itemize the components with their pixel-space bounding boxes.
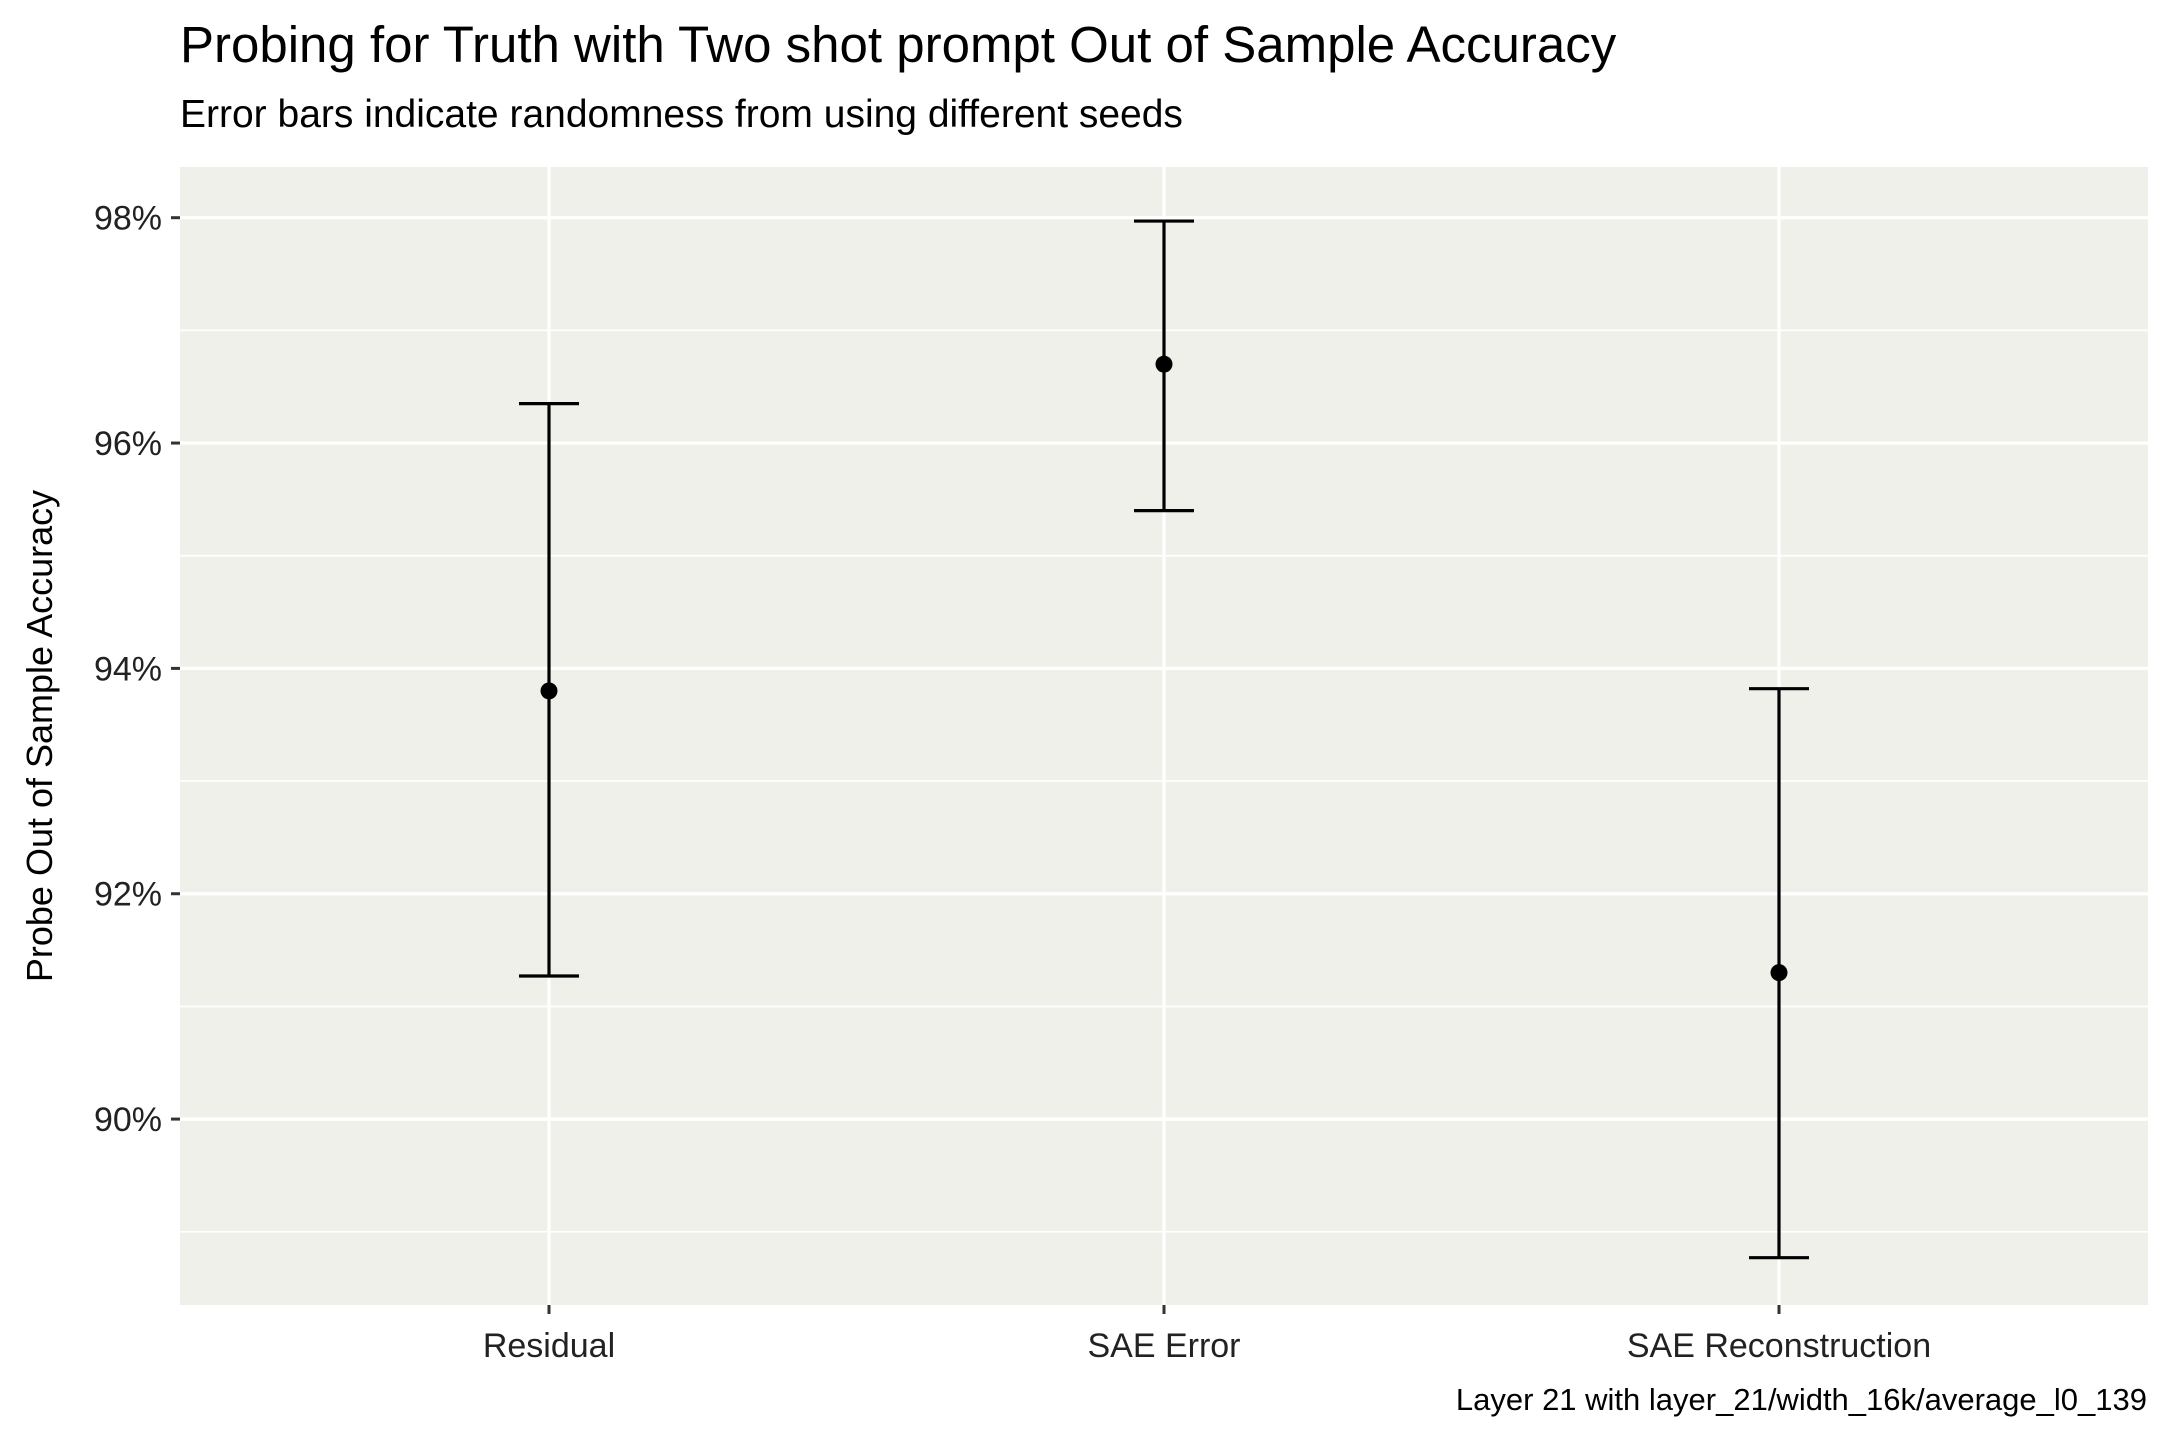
y-tick-label: 98%: [94, 200, 162, 238]
chart-subtitle: Error bars indicate randomness from usin…: [180, 93, 1183, 136]
chart-title: Probing for Truth with Two shot prompt O…: [180, 16, 1617, 73]
y-tick-label: 90%: [94, 1101, 162, 1139]
x-tick-label: SAE Error: [1087, 1327, 1240, 1365]
x-tick-label: SAE Reconstruction: [1627, 1327, 1931, 1365]
chart-caption: Layer 21 with layer_21/width_16k/average…: [1455, 1382, 2147, 1417]
y-tick-label: 92%: [94, 876, 162, 914]
x-tick-label: Residual: [483, 1327, 615, 1365]
y-axis-title: Probe Out of Sample Accuracy: [19, 490, 60, 982]
y-tick-label: 96%: [94, 425, 162, 463]
data-point: [1770, 964, 1788, 982]
data-point: [1155, 355, 1173, 373]
data-point: [540, 682, 558, 700]
y-tick-label: 94%: [94, 650, 162, 688]
